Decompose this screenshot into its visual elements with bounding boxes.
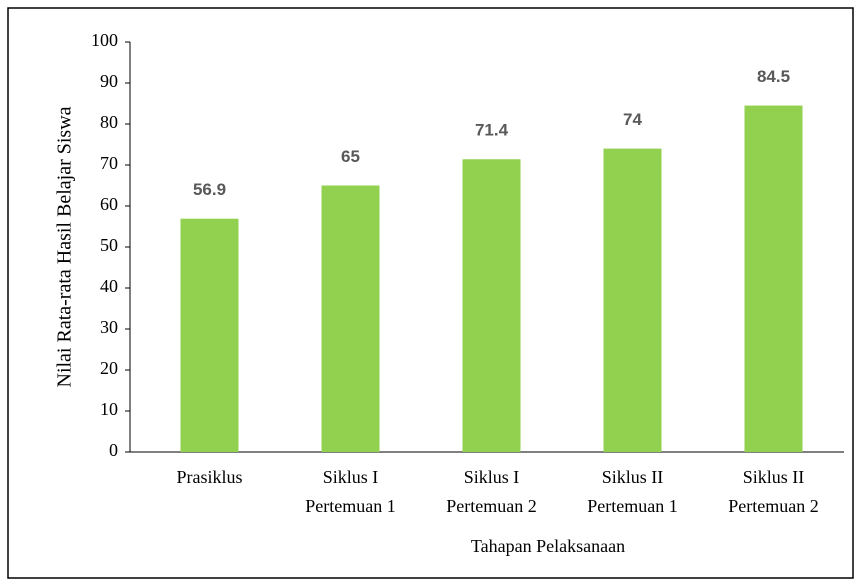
y-tick-label: 90 xyxy=(100,71,118,91)
x-tick-label: Pertemuan 2 xyxy=(446,496,536,516)
y-axis-label: Nilai Rata-rata Hasil Belajar Siswa xyxy=(54,106,76,387)
x-tick-label: Siklus I xyxy=(464,467,520,487)
y-tick-label: 20 xyxy=(100,358,118,378)
data-label: 65 xyxy=(341,147,360,166)
data-label: 56.9 xyxy=(193,180,226,199)
chart-border xyxy=(7,7,854,579)
y-tick-label: 10 xyxy=(100,399,118,419)
y-tick-label: 30 xyxy=(100,317,118,337)
y-tick-label: 40 xyxy=(100,276,118,296)
x-tick-label: Siklus I xyxy=(323,467,379,487)
data-label: 71.4 xyxy=(475,121,509,140)
x-axis-label: Tahapan Pelaksanaan xyxy=(471,536,625,556)
y-tick-label: 70 xyxy=(100,153,118,173)
bar xyxy=(180,218,239,452)
y-tick-label: 100 xyxy=(91,30,118,50)
bar xyxy=(603,148,662,452)
bar xyxy=(321,185,380,452)
data-label: 84.5 xyxy=(757,67,790,86)
bar xyxy=(744,105,803,453)
x-tick-label: Prasiklus xyxy=(176,467,242,487)
y-tick-label: 0 xyxy=(109,440,118,460)
x-tick-label: Pertemuan 2 xyxy=(728,496,818,516)
x-tick-label: Pertemuan 1 xyxy=(305,496,395,516)
y-tick-label: 80 xyxy=(100,112,118,132)
y-tick-label: 50 xyxy=(100,235,118,255)
x-tick-label: Siklus II xyxy=(602,467,664,487)
bar xyxy=(462,159,521,452)
data-label: 74 xyxy=(623,110,642,129)
x-tick-label: Pertemuan 1 xyxy=(587,496,677,516)
x-tick-label: Siklus II xyxy=(743,467,805,487)
y-tick-label: 60 xyxy=(100,194,118,214)
